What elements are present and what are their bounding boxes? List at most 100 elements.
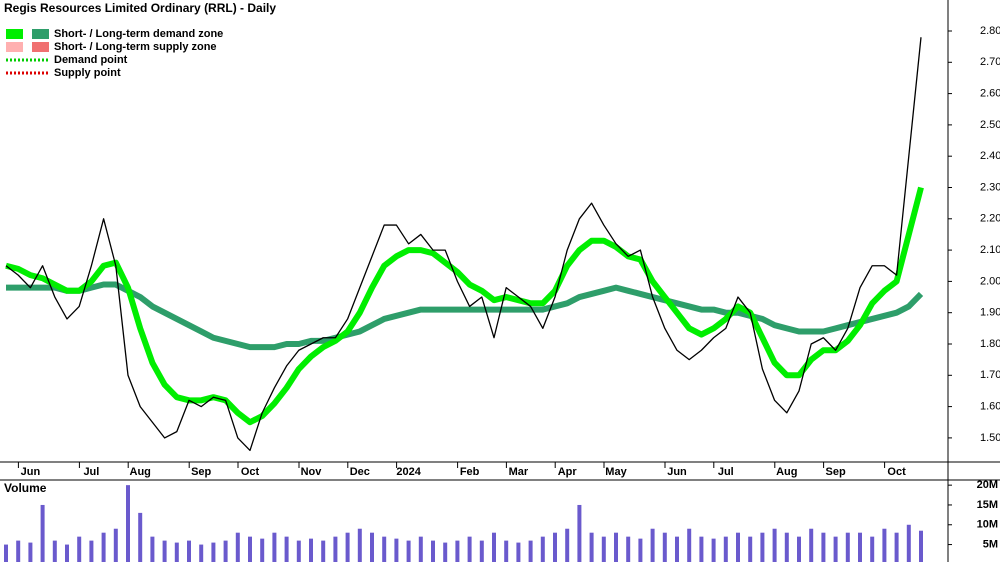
volume-bar	[650, 528, 655, 562]
zone-line	[5, 186, 924, 426]
volume-bar	[723, 536, 728, 562]
volume-bar	[101, 532, 106, 562]
x-tick-label: Sep	[826, 466, 846, 478]
volume-bar	[16, 540, 21, 562]
x-tick-label: May	[605, 466, 627, 478]
volume-bar	[882, 528, 887, 562]
volume-bar	[138, 512, 143, 562]
volume-bar	[565, 528, 570, 562]
volume-bar	[89, 540, 94, 562]
legend-swatch	[32, 29, 49, 39]
volume-bar	[174, 542, 179, 562]
volume-bar	[443, 542, 448, 562]
y-tick-label: 2.80	[980, 25, 1000, 37]
x-tick-label: Oct	[887, 466, 906, 478]
chart-title: Regis Resources Limited Ordinary (RRL) -…	[4, 1, 276, 15]
volume-bar	[528, 540, 533, 562]
volume-bar	[126, 485, 130, 562]
volume-tick-label: 5M	[983, 538, 998, 550]
volume-bar	[431, 540, 435, 562]
y-tick-label: 2.60	[980, 87, 1000, 99]
volume-tick-label: 20M	[977, 479, 998, 491]
volume-bar	[736, 532, 740, 562]
volume-bar	[870, 536, 875, 562]
volume-bar	[418, 536, 423, 562]
volume-bar	[833, 536, 838, 562]
volume-bar	[809, 528, 814, 562]
volume-label: Volume	[4, 481, 47, 495]
volume-bar	[187, 540, 191, 562]
volume-bar	[626, 536, 631, 562]
y-tick-label: 2.00	[980, 275, 1000, 287]
y-tick-label: 2.20	[980, 213, 1000, 225]
volume-bar	[4, 544, 8, 562]
y-tick-label: 1.90	[980, 307, 1000, 319]
volume-bar	[553, 532, 557, 562]
volume-bar	[467, 536, 472, 562]
price-line	[5, 37, 922, 452]
x-tick-label: Aug	[776, 466, 797, 478]
volume-bar	[162, 540, 167, 562]
volume-bar	[333, 536, 338, 562]
volume-bar	[601, 536, 606, 562]
volume-bar	[516, 542, 521, 562]
x-tick-label: Mar	[509, 466, 529, 478]
legend-swatch	[32, 42, 49, 52]
volume-bar	[577, 504, 582, 562]
volume-bar	[28, 542, 33, 562]
volume-bar	[455, 540, 460, 562]
volume-bar	[760, 532, 765, 562]
y-tick-label: 1.70	[980, 369, 1000, 381]
volume-bar	[748, 536, 753, 562]
x-tick-label: Dec	[350, 466, 370, 478]
y-tick-label: 2.10	[980, 244, 1000, 256]
legend-swatch	[6, 29, 23, 39]
volume-bar	[821, 532, 826, 562]
volume-bar	[370, 532, 374, 562]
volume-bar	[479, 540, 484, 562]
volume-bar	[919, 530, 923, 562]
x-tick-label: Jul	[83, 466, 99, 478]
volume-bar	[52, 540, 57, 562]
volume-bar	[260, 538, 265, 562]
y-tick-label: 2.40	[980, 150, 1000, 162]
legend-label: Short- / Long-term demand zone	[54, 28, 223, 40]
y-tick-label: 1.50	[980, 432, 1000, 444]
y-tick-label: 2.50	[980, 119, 1000, 131]
volume-bar	[382, 536, 387, 562]
x-tick-label: 2024	[396, 466, 421, 478]
volume-bar	[248, 536, 252, 562]
x-tick-label: Nov	[301, 466, 323, 478]
volume-bar	[858, 532, 862, 562]
x-tick-label: Jul	[718, 466, 734, 478]
volume-bar	[345, 532, 350, 562]
legend-swatch	[6, 42, 23, 52]
volume-bar	[199, 544, 204, 562]
volume-bar	[357, 528, 362, 562]
volume-bar	[309, 538, 313, 562]
volume-bar	[540, 536, 545, 562]
zone-line	[6, 281, 924, 351]
volume-bar	[614, 532, 618, 562]
volume-bar	[772, 528, 777, 562]
volume-bar	[272, 532, 277, 562]
volume-bar	[504, 540, 509, 562]
x-tick-label: Sep	[191, 466, 211, 478]
volume-bar	[638, 538, 643, 562]
volume-bar	[223, 540, 228, 562]
volume-bar	[296, 540, 301, 562]
volume-tick-label: 15M	[977, 499, 998, 511]
volume-bar	[235, 532, 240, 562]
volume-bar	[906, 524, 911, 562]
x-tick-label: Jun	[21, 466, 41, 478]
volume-bar	[492, 532, 496, 562]
volume-bar	[662, 532, 667, 562]
volume-bar	[321, 540, 326, 562]
volume-bar	[687, 528, 692, 562]
volume-bar	[589, 532, 594, 562]
volume-bar	[406, 540, 411, 562]
volume-bar	[797, 536, 801, 562]
y-tick-label: 2.30	[980, 181, 1000, 193]
